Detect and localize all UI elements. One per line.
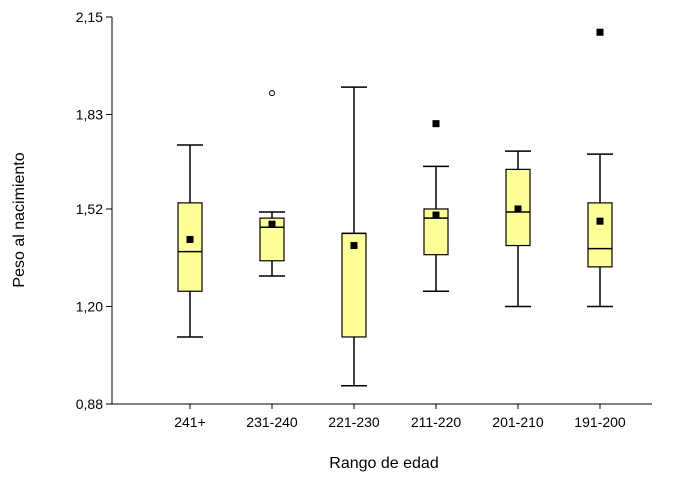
x-tick-label: 211-220 xyxy=(411,414,462,430)
box xyxy=(341,232,367,338)
box-group-241+ xyxy=(177,144,203,338)
extreme-point xyxy=(432,120,440,128)
mean-marker xyxy=(186,235,194,243)
box-group-191-200 xyxy=(587,28,613,308)
mean-marker xyxy=(596,217,604,225)
y-tick-label: 1,52 xyxy=(76,201,103,217)
y-tick-label: 0,88 xyxy=(76,396,103,412)
outlier-point xyxy=(269,90,275,97)
box-group-231-240 xyxy=(259,90,285,277)
x-tick-label: 191-200 xyxy=(574,414,626,430)
box xyxy=(587,202,613,268)
extreme-point xyxy=(596,28,604,36)
x-tick-label: 231-240 xyxy=(246,414,298,430)
mean-marker xyxy=(432,211,440,219)
plot-area xyxy=(177,28,613,387)
y-tick-label: 1,83 xyxy=(76,107,103,123)
mean-marker xyxy=(514,205,522,213)
x-axis: 241+ 231-240 221-230 211-220 201-210 191-200 xyxy=(112,403,652,430)
x-axis-title: Rango de edad xyxy=(329,455,438,472)
y-tick-label: 2,15 xyxy=(76,9,103,25)
x-tick-label: 241+ xyxy=(174,414,206,430)
box xyxy=(177,202,203,292)
x-tick-label: 201-210 xyxy=(492,414,544,430)
mean-marker xyxy=(350,242,358,250)
box-group-211-220 xyxy=(423,120,449,293)
box-group-201-210 xyxy=(505,150,531,308)
y-tick-label: 1,20 xyxy=(76,298,103,314)
x-tick-label: 221-230 xyxy=(328,414,380,430)
y-axis: 0,88 1,20 1,52 1,83 2,15 xyxy=(76,9,113,412)
y-axis-title: Peso al nacimiento xyxy=(11,152,28,287)
box-group-221-230 xyxy=(341,86,367,387)
mean-marker xyxy=(268,220,276,228)
